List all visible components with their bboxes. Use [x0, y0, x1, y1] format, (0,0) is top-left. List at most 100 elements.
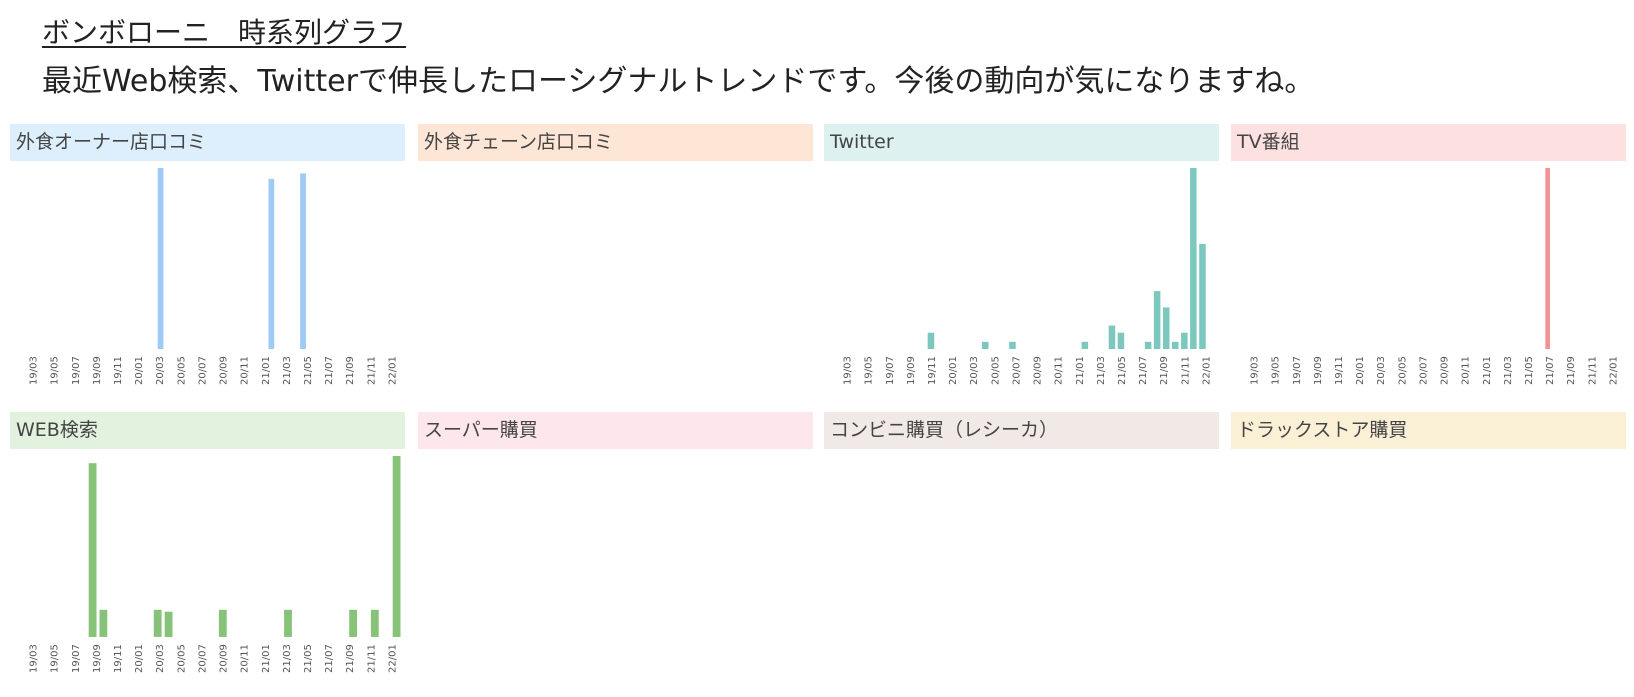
x-tick-label: 21/05	[303, 644, 314, 673]
x-tick-label: 20/07	[197, 356, 208, 385]
bar-chart: 19/03 19/05 19/07 19/09 19/11 20/01 20/03 20/05…	[1250, 168, 1619, 385]
x-tick-label: 19/05	[50, 356, 61, 385]
x-tick-label: 21/01	[261, 644, 272, 673]
x-tick-label: 20/05	[1397, 356, 1408, 385]
x-tick-label: 20/01	[1355, 356, 1366, 385]
x-tick-label: 20/05	[990, 356, 1001, 385]
bar	[1181, 332, 1188, 349]
x-tick-label: 20/03	[1376, 356, 1387, 385]
page-subtitle: 最近Web検索、Twitterで伸長したローシグナルトレンドです。今後の動向が気…	[42, 64, 1315, 99]
bar-chart	[1231, 449, 1626, 697]
bar	[927, 332, 935, 349]
x-tick-label: 20/03	[155, 644, 166, 673]
x-tick-label: 19/07	[1292, 356, 1303, 385]
panel-header: 外食チェーン店口コミ	[418, 124, 813, 161]
bar	[1108, 325, 1116, 349]
x-tick-label: 19/07	[71, 356, 82, 385]
panel-gaishoku-chain: 外食チェーン店口コミ	[418, 124, 813, 409]
x-tick-label: 21/09	[345, 356, 356, 385]
bar	[300, 173, 306, 349]
panel-web-search: WEB検索 19/03 19/05 19/07 19/09 19/11 20/01 20/0…	[10, 412, 405, 697]
x-tick-label: 21/03	[1503, 356, 1514, 385]
x-tick-label: 19/11	[927, 356, 938, 385]
x-tick-label: 19/11	[1334, 356, 1345, 385]
bar	[1545, 168, 1550, 349]
x-tick-label: 21/05	[1117, 356, 1128, 385]
x-tick-label: 20/07	[1418, 356, 1429, 385]
panel-gaishoku-owner: 外食オーナー店口コミ 19/03 19/05 19/07 19/09 19/11 20/0…	[10, 124, 405, 409]
x-tick-label: 21/03	[1096, 356, 1107, 385]
bar	[99, 609, 108, 637]
x-tick-label: 22/01	[387, 356, 398, 385]
x-tick-label: 20/03	[155, 356, 166, 385]
bar	[1172, 341, 1179, 349]
x-tick-label: 20/05	[176, 644, 187, 673]
x-tick-label: 19/09	[92, 356, 103, 385]
x-tick-label: 20/09	[1033, 356, 1044, 385]
x-tick-label: 21/07	[324, 356, 335, 385]
panel-header: スーパー購買	[418, 412, 813, 449]
x-tick-label: 19/09	[906, 356, 917, 385]
x-tick-label: 21/07	[1138, 356, 1149, 385]
x-tick-label: 20/05	[176, 356, 187, 385]
x-tick-label: 21/11	[1180, 356, 1191, 385]
x-tick-label: 21/01	[261, 356, 272, 385]
x-tick-label: 20/03	[969, 356, 980, 385]
bar	[1153, 291, 1161, 349]
x-tick-label: 20/01	[134, 356, 145, 385]
bar-chart: 19/03 19/05 19/07 19/09 19/11 20/01 20/03 20/05…	[29, 168, 398, 385]
x-tick-label: 19/03	[843, 356, 854, 385]
bar	[370, 609, 379, 637]
x-tick-label: 19/11	[113, 644, 124, 673]
x-tick-label: 20/09	[219, 356, 230, 385]
x-tick-label: 19/11	[113, 356, 124, 385]
panel-tv: TV番組 19/03 19/05 19/07 19/09 19/11 20/01 20/03…	[1231, 124, 1626, 409]
x-tick-label: 21/07	[324, 644, 335, 673]
bar-chart	[418, 161, 813, 409]
bar-chart	[418, 449, 813, 697]
x-tick-label: 20/11	[240, 644, 251, 673]
x-tick-label: 20/01	[134, 644, 145, 673]
x-tick-label: 19/03	[1250, 356, 1261, 385]
bar	[88, 463, 97, 637]
x-tick-label: 21/03	[282, 356, 293, 385]
x-tick-label: 20/01	[948, 356, 959, 385]
panel-twitter: Twitter 19/03 19/05 19/07 19/09 19/11 20/01 20…	[824, 124, 1219, 409]
panel-header: 外食オーナー店口コミ	[10, 124, 405, 161]
bar	[1081, 341, 1089, 349]
x-tick-label: 21/05	[303, 356, 314, 385]
x-tick-label: 21/11	[366, 644, 377, 673]
x-tick-label: 19/03	[29, 356, 40, 385]
bar	[1163, 307, 1170, 349]
x-tick-label: 21/05	[1524, 356, 1535, 385]
bar	[218, 609, 227, 637]
bar	[1190, 168, 1197, 349]
panel-header: TV番組	[1231, 124, 1626, 161]
x-tick-label: 19/05	[864, 356, 875, 385]
x-tick-label: 22/01	[387, 644, 398, 673]
bar	[392, 456, 401, 637]
panel-drugstore: ドラックストア購買	[1231, 412, 1626, 697]
panel-header: Twitter	[824, 124, 1219, 161]
x-tick-label: 21/07	[1545, 356, 1556, 385]
bar	[157, 168, 164, 349]
page-title: ボンボローニ 時系列グラフ	[42, 16, 407, 49]
bar-chart: 19/03 19/05 19/07 19/09 19/11 20/01 20/03 20/05…	[843, 168, 1212, 385]
x-tick-label: 19/05	[50, 644, 61, 673]
x-tick-label: 22/01	[1608, 356, 1619, 385]
x-tick-label: 20/07	[197, 644, 208, 673]
x-tick-label: 21/09	[1159, 356, 1170, 385]
panel-header: コンビニ購買（レシーカ）	[824, 412, 1219, 449]
bar	[284, 609, 292, 637]
x-tick-label: 19/07	[885, 356, 896, 385]
panel-header: WEB検索	[10, 412, 405, 449]
x-tick-label: 20/07	[1011, 356, 1022, 385]
x-tick-label: 20/11	[240, 356, 251, 385]
x-tick-label: 21/03	[282, 644, 293, 673]
panel-supermarket: スーパー購買	[418, 412, 813, 697]
x-tick-label: 19/07	[71, 644, 82, 673]
bar-chart: 19/03 19/05 19/07 19/09 19/11 20/01 20/03 20/05…	[29, 456, 401, 673]
bar	[268, 178, 275, 349]
bar	[1009, 341, 1016, 349]
bar	[164, 611, 173, 637]
